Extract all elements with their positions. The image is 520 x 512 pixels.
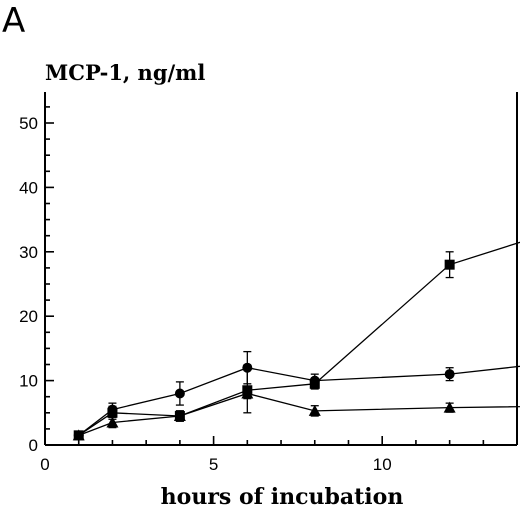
x-tick-label: 0 [40,455,49,474]
plot-area [72,241,520,441]
data-point-circle [444,369,455,380]
y-tick-label: 50 [19,114,38,133]
data-point-triangle [173,410,186,422]
data-point-triangle [443,401,456,413]
data-point-triangle [308,404,321,416]
y-tick-label: 0 [29,436,38,455]
data-point-triangle [106,416,119,428]
series-line [78,241,520,436]
data-point-circle [242,362,253,373]
series-triangle [72,387,520,441]
y-tick-label: 40 [19,178,38,197]
x-axis-label: hours of incubation [161,484,404,510]
x-tick-label: 10 [373,455,392,474]
y-tick-label: 20 [19,307,38,326]
data-point-circle [309,375,320,386]
data-point-triangle [72,429,85,441]
axes: 051015202501020304050 [19,92,518,474]
y-axis-label: MCP-1, ng/ml [45,60,205,85]
y-tick-label: 30 [19,243,38,262]
y-tick-label: 10 [19,372,38,391]
data-point-circle [107,404,118,415]
series-square [73,241,520,441]
series-circle [73,350,520,441]
data-point-triangle [241,387,254,399]
panel-label: A [2,1,25,41]
data-point-circle [174,388,185,399]
data-point-square [444,259,455,270]
x-tick-label: 5 [209,455,218,474]
